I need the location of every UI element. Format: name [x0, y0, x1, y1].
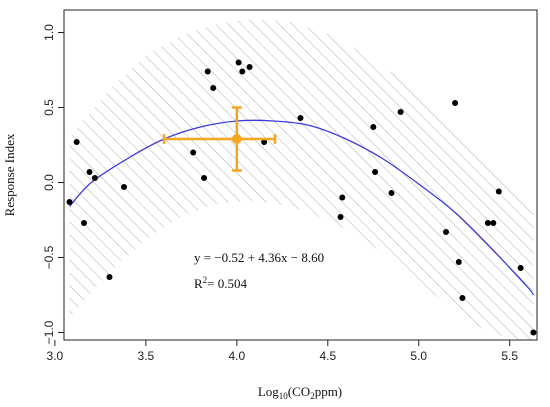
data-point: [91, 175, 98, 181]
x-tick-label: 3.5: [138, 349, 155, 363]
data-point: [530, 329, 537, 336]
data-point: [261, 139, 268, 145]
data-point: [297, 115, 304, 121]
data-point: [239, 68, 246, 75]
regression-line: [69, 119, 534, 296]
data-points: [66, 59, 537, 336]
data-point: [106, 274, 113, 280]
x-axis: 3.0 3.5 4.0 4.5 5.0 5.5: [47, 340, 518, 363]
x-tick-label: 5.0: [410, 349, 427, 363]
data-point: [372, 169, 379, 175]
data-point: [210, 85, 217, 91]
x-tick-label: 4.5: [319, 349, 336, 363]
data-point: [370, 124, 377, 130]
x-tick-label: 4.0: [228, 349, 245, 363]
data-point: [235, 59, 242, 66]
x-axis-title: Log10(CO2ppm): [258, 384, 342, 401]
data-point: [246, 64, 253, 70]
hatched-band-area: [69, 19, 534, 340]
data-point: [388, 190, 395, 196]
y-axis: −1.0 −0.5 0.0 0.5 1.0: [42, 24, 64, 344]
data-point: [337, 214, 344, 220]
y-tick-label: 1.0: [42, 24, 56, 41]
fit-curve: [69, 119, 534, 296]
y-tick-label: −1.0: [42, 320, 56, 344]
regression-equation: y = −0.52 + 4.36x − 8.60: [194, 250, 324, 265]
centroid-point: [231, 134, 242, 144]
y-axis-title: Response Index: [2, 133, 17, 216]
data-point: [490, 220, 497, 226]
data-point: [121, 184, 127, 190]
data-point: [204, 68, 211, 75]
data-point: [455, 259, 462, 265]
r-squared-label: R2= 0.504: [194, 275, 248, 291]
data-point: [339, 194, 346, 201]
data-point: [484, 220, 491, 226]
x-tick-label: 5.5: [501, 349, 518, 363]
plot-frame: [63, 9, 538, 341]
data-point: [81, 220, 87, 226]
data-point: [73, 139, 80, 145]
y-tick-label: 0.5: [42, 99, 56, 116]
data-point: [66, 199, 73, 205]
data-point: [517, 265, 524, 271]
data-point: [459, 295, 466, 301]
data-point: [495, 188, 502, 195]
data-point: [397, 109, 404, 115]
confidence-band: [69, 19, 534, 340]
data-point: [190, 149, 197, 156]
data-point: [86, 169, 93, 175]
data-point: [452, 100, 459, 106]
data-point: [201, 175, 208, 181]
x-tick-label: 3.0: [47, 349, 64, 363]
y-tick-label: 0.0: [42, 174, 56, 191]
y-tick-label: −0.5: [42, 245, 56, 269]
centroid-errorbar: [162, 106, 277, 172]
data-point: [443, 229, 449, 235]
